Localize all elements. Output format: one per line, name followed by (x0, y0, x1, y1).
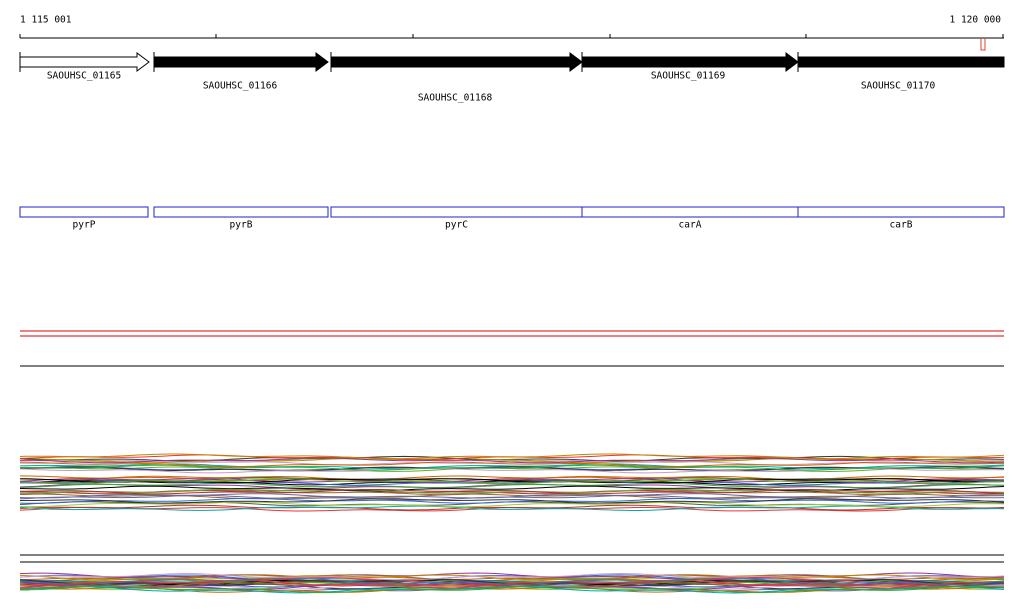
feature-label: carB (890, 220, 913, 231)
feature-box (330, 206, 583, 218)
gene-label: SAOUHSC_01170 (861, 81, 936, 92)
ruler-start: 1 115 001 (20, 15, 72, 26)
feature-label: pyrB (230, 220, 253, 231)
gene-label: SAOUHSC_01166 (203, 81, 278, 92)
coverage-line (19, 478, 1005, 485)
coverage-line (19, 578, 1005, 585)
gene-label: SAOUHSC_01165 (47, 71, 121, 82)
coverage-line (19, 466, 1005, 472)
gene-label: SAOUHSC_01168 (418, 93, 493, 104)
ruler-end: 1 120 000 (950, 15, 1002, 26)
coverage-line (19, 493, 1004, 499)
coverage-line (19, 453, 1005, 460)
coverage-line (19, 580, 1005, 587)
coverage-line (19, 479, 1005, 486)
coverage-line (19, 582, 1005, 589)
coverage-line (20, 585, 1005, 594)
coverage-line (20, 501, 1005, 508)
feature-box (19, 206, 149, 218)
feature-box (153, 206, 329, 218)
coverage-line (19, 498, 1005, 504)
coverage-line (19, 485, 1005, 492)
gene-arrow (330, 52, 583, 72)
coverage-line (19, 479, 1005, 486)
feature-label: pyrP (73, 220, 96, 231)
coverage-line (19, 478, 1005, 483)
coverage-line (20, 574, 1005, 581)
coverage-line (19, 482, 1005, 489)
coverage-line (20, 457, 1005, 464)
coverage-line (19, 488, 1004, 494)
coverage-line (19, 489, 1005, 495)
coverage-line (19, 475, 1005, 482)
marker (980, 38, 986, 51)
coverage-line (19, 464, 1005, 471)
coverage-line (19, 572, 1005, 581)
feature-label: pyrC (445, 220, 468, 231)
coverage-line (19, 504, 1005, 511)
coverage-line (19, 574, 1005, 581)
coverage-line (20, 498, 1005, 504)
feature-box (797, 206, 1005, 218)
gene-arrow (153, 52, 329, 72)
coverage-line (19, 461, 1004, 468)
gene-arrow (19, 52, 150, 72)
gene-arrow (797, 56, 1005, 68)
coverage-line (19, 505, 1005, 511)
feature-label: carA (679, 220, 702, 231)
gene-arrow (581, 52, 799, 72)
feature-box (581, 206, 799, 218)
gene-label: SAOUHSC_01169 (651, 71, 726, 82)
